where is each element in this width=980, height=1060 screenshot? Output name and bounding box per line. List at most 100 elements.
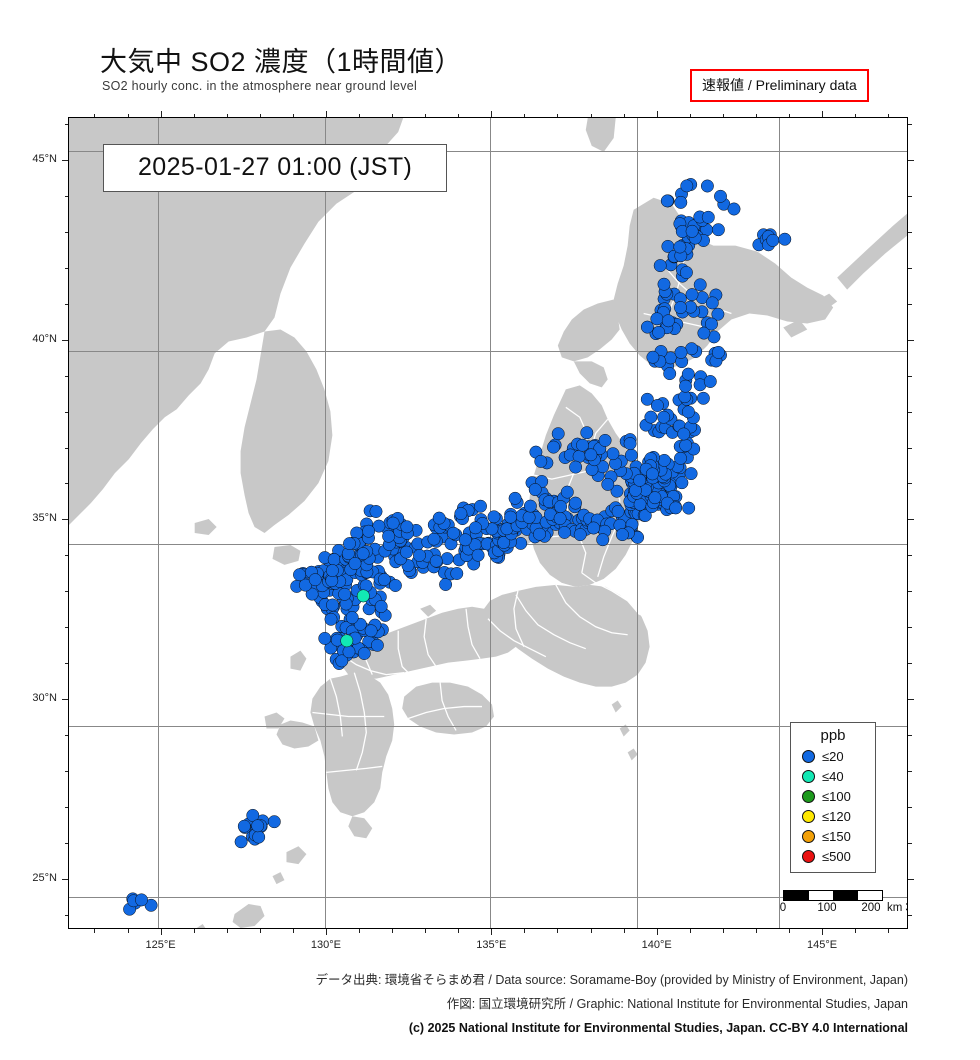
station-marker[interactable] (681, 367, 695, 381)
station-marker[interactable] (569, 460, 583, 474)
station-marker[interactable] (638, 509, 652, 522)
station-marker[interactable] (369, 505, 383, 518)
station-marker[interactable] (661, 314, 675, 328)
station-marker[interactable] (246, 808, 260, 822)
station-marker[interactable] (711, 345, 725, 359)
legend-item-100[interactable]: ≤100 (801, 786, 865, 806)
station-marker[interactable] (400, 520, 414, 534)
station-marker[interactable] (580, 426, 594, 440)
station-marker[interactable] (325, 564, 339, 578)
map-plot-area[interactable]: 2025-01-27 01:00 (JST) ppb ≤20 ≤40 ≤100 ≤12… (68, 117, 908, 929)
station-marker[interactable] (685, 224, 699, 238)
station-marker[interactable] (356, 547, 370, 561)
station-marker[interactable] (135, 893, 148, 907)
station-marker[interactable] (598, 433, 612, 447)
station-marker[interactable] (611, 504, 625, 518)
station-marker[interactable] (576, 438, 589, 452)
station-marker[interactable] (343, 537, 356, 551)
station-marker[interactable] (364, 624, 378, 638)
station-marker[interactable] (522, 510, 536, 524)
station-marker[interactable] (701, 210, 715, 224)
station-marker[interactable] (660, 194, 674, 208)
station-marker[interactable] (335, 654, 349, 668)
station-marker[interactable] (684, 467, 698, 481)
station-marker[interactable] (372, 519, 386, 533)
station-marker[interactable] (711, 307, 725, 321)
station-marker[interactable] (560, 485, 574, 499)
station-marker[interactable] (645, 467, 659, 481)
station-marker[interactable] (679, 379, 692, 393)
station-marker[interactable] (697, 326, 711, 340)
station-marker[interactable] (345, 611, 359, 625)
station-marker[interactable] (318, 631, 332, 645)
station-marker[interactable] (458, 533, 472, 547)
station-marker[interactable] (326, 598, 339, 612)
station-marker[interactable] (267, 815, 281, 829)
station-marker[interactable] (450, 567, 464, 580)
station-marker[interactable] (680, 179, 694, 193)
station-marker[interactable] (400, 545, 413, 559)
station-marker[interactable] (778, 232, 792, 246)
legend-item-20[interactable]: ≤20 (801, 746, 865, 766)
station-marker[interactable] (705, 317, 718, 331)
station-marker[interactable] (534, 454, 548, 468)
station-marker[interactable] (657, 453, 671, 467)
station-marker[interactable] (251, 819, 265, 833)
station-marker[interactable] (504, 510, 518, 524)
station-marker[interactable] (338, 587, 352, 601)
station-marker[interactable] (388, 579, 402, 592)
station-marker[interactable] (674, 345, 688, 359)
station-marker[interactable] (711, 223, 725, 237)
station-marker[interactable] (342, 645, 356, 659)
station-marker[interactable] (293, 568, 306, 582)
station-marker[interactable] (610, 484, 624, 498)
station-marker[interactable] (446, 526, 460, 540)
station-marker[interactable] (370, 638, 384, 652)
station-marker[interactable] (413, 548, 426, 562)
station-marker[interactable] (675, 476, 689, 490)
station-marker[interactable] (356, 589, 370, 603)
station-marker[interactable] (657, 410, 671, 424)
station-marker[interactable] (357, 647, 371, 660)
station-marker[interactable] (554, 500, 568, 514)
station-marker[interactable] (679, 266, 693, 279)
station-marker[interactable] (362, 524, 376, 538)
station-marker[interactable] (324, 612, 338, 626)
station-marker[interactable] (685, 288, 699, 302)
station-marker[interactable] (327, 553, 341, 567)
station-marker[interactable] (623, 437, 637, 451)
station-marker[interactable] (674, 195, 688, 209)
station-marker[interactable] (584, 448, 598, 462)
station-marker[interactable] (669, 501, 683, 515)
station-marker[interactable] (551, 427, 565, 441)
station-marker[interactable] (558, 525, 571, 539)
station-marker[interactable] (679, 438, 693, 452)
legend-item-40[interactable]: ≤40 (801, 766, 865, 786)
station-marker[interactable] (429, 554, 443, 568)
station-marker[interactable] (646, 350, 660, 364)
station-marker[interactable] (305, 587, 319, 601)
station-marker[interactable] (633, 473, 647, 487)
station-marker[interactable] (640, 320, 654, 334)
station-marker[interactable] (766, 233, 780, 247)
station-marker[interactable] (682, 501, 696, 515)
station-marker[interactable] (615, 528, 629, 542)
station-marker[interactable] (528, 483, 542, 497)
station-marker[interactable] (440, 552, 454, 566)
station-marker[interactable] (652, 325, 666, 339)
station-marker[interactable] (547, 440, 560, 454)
station-marker[interactable] (674, 301, 687, 315)
station-marker[interactable] (474, 499, 487, 513)
station-marker[interactable] (234, 835, 248, 849)
station-marker[interactable] (633, 497, 647, 511)
legend-item-500[interactable]: ≤500 (801, 846, 865, 866)
station-marker[interactable] (439, 578, 453, 591)
station-marker[interactable] (487, 510, 501, 524)
station-marker[interactable] (681, 405, 695, 419)
station-marker[interactable] (573, 528, 587, 542)
station-marker[interactable] (569, 496, 582, 510)
station-marker[interactable] (308, 573, 322, 587)
station-marker[interactable] (673, 240, 687, 254)
station-marker[interactable] (348, 557, 362, 570)
station-marker[interactable] (606, 447, 620, 461)
